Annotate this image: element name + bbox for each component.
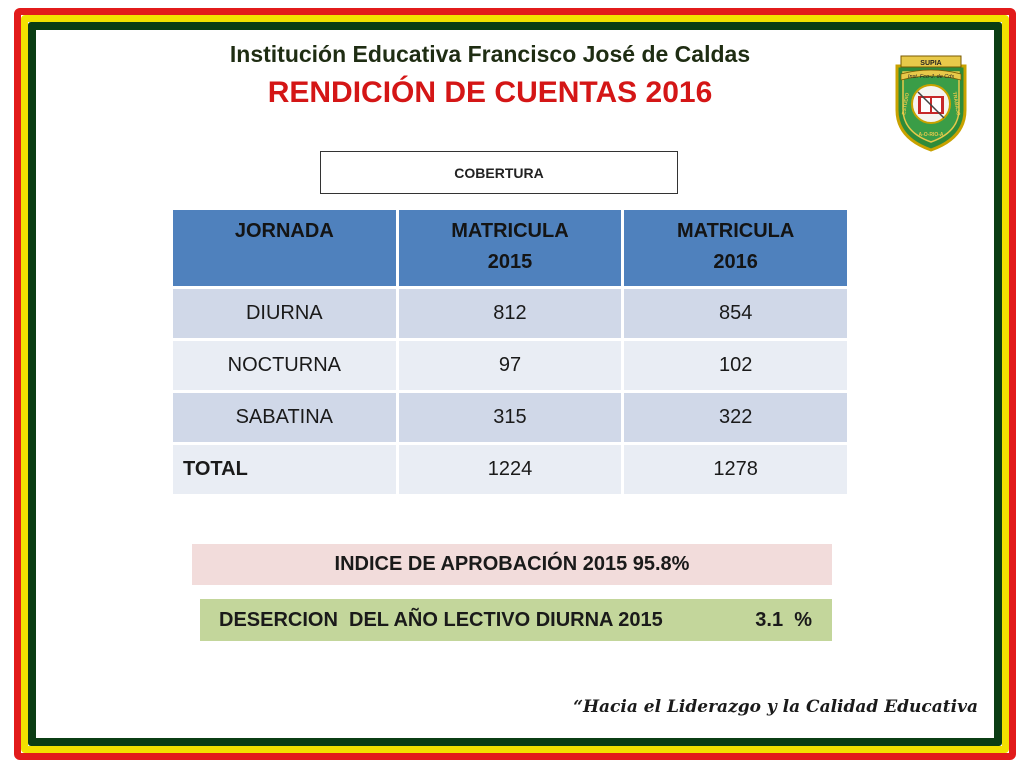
institution-title: Institución Educativa Francisco José de … [229, 41, 751, 67]
header-matricula-2016: MATRICULA 2016 [624, 210, 847, 286]
table-row: NOCTURNA 97 102 [173, 341, 847, 390]
cell-total-label: TOTAL [173, 445, 396, 494]
table-row: DIURNA 812 854 [173, 289, 847, 338]
cell-jornada: SABATINA [173, 393, 396, 442]
cell-total-2016: 1278 [624, 445, 847, 494]
cell-jornada: NOCTURNA [173, 341, 396, 390]
header-line: 2016 [713, 251, 758, 273]
coverage-table: JORNADA MATRICULA 2015 MATRICULA 2016 DI… [170, 207, 850, 497]
header-matricula-2015: MATRICULA 2015 [398, 210, 622, 286]
section-label: COBERTURA [454, 164, 544, 181]
cell-jornada: DIURNA [173, 289, 396, 338]
border-yellow [21, 15, 1009, 753]
border-red [14, 8, 1016, 760]
school-crest-icon: SUPIA Inst. Fco-J. de Cds ESTUDIO TRABAJ… [895, 55, 967, 152]
header-line: MATRICULA [451, 220, 569, 242]
cell-matricula-2016: 854 [624, 289, 847, 338]
slogan: “Hacia el Liderazgo y la Calidad Educati… [573, 697, 978, 717]
cell-matricula-2016: 322 [624, 393, 847, 442]
section-label-box: COBERTURA [320, 151, 678, 194]
cell-total-2015: 1224 [398, 445, 622, 494]
dropout-box: DESERCION DEL AÑO LECTIVO DIURNA 2015 3.… [200, 599, 832, 641]
cell-matricula-2015: 97 [398, 341, 622, 390]
dropout-value: 3.1 % [755, 608, 812, 631]
logo-top-text: SUPIA [920, 60, 941, 67]
cell-matricula-2015: 315 [398, 393, 622, 442]
header-line: JORNADA [234, 220, 334, 242]
logo-left-text: ESTUDIO [901, 92, 911, 115]
logo-bottom-text: A-O-RIO-A [919, 132, 944, 138]
dropout-label: DESERCION DEL AÑO LECTIVO DIURNA 2015 [219, 608, 663, 631]
approval-index-text: INDICE DE APROBACIÓN 2015 95.8% [334, 553, 690, 575]
cell-matricula-2015: 812 [398, 289, 622, 338]
logo-banner-text: Inst. Fco-J. de Cds [908, 74, 954, 80]
header-line: MATRICULA [676, 220, 795, 242]
table-header-row: JORNADA MATRICULA 2015 MATRICULA 2016 [173, 210, 847, 286]
page-title: RENDICIÓN DE CUENTAS 2016 [267, 76, 713, 109]
table-row-total: TOTAL 1224 1278 [173, 445, 847, 494]
table-row: SABATINA 315 322 [173, 393, 847, 442]
cell-matricula-2016: 102 [624, 341, 847, 390]
header-line: 2015 [487, 251, 533, 273]
approval-index-box: INDICE DE APROBACIÓN 2015 95.8% [192, 544, 832, 585]
logo-right-text: TRABAJO [951, 91, 961, 116]
header-jornada: JORNADA [173, 210, 396, 286]
border-green [28, 22, 1002, 746]
